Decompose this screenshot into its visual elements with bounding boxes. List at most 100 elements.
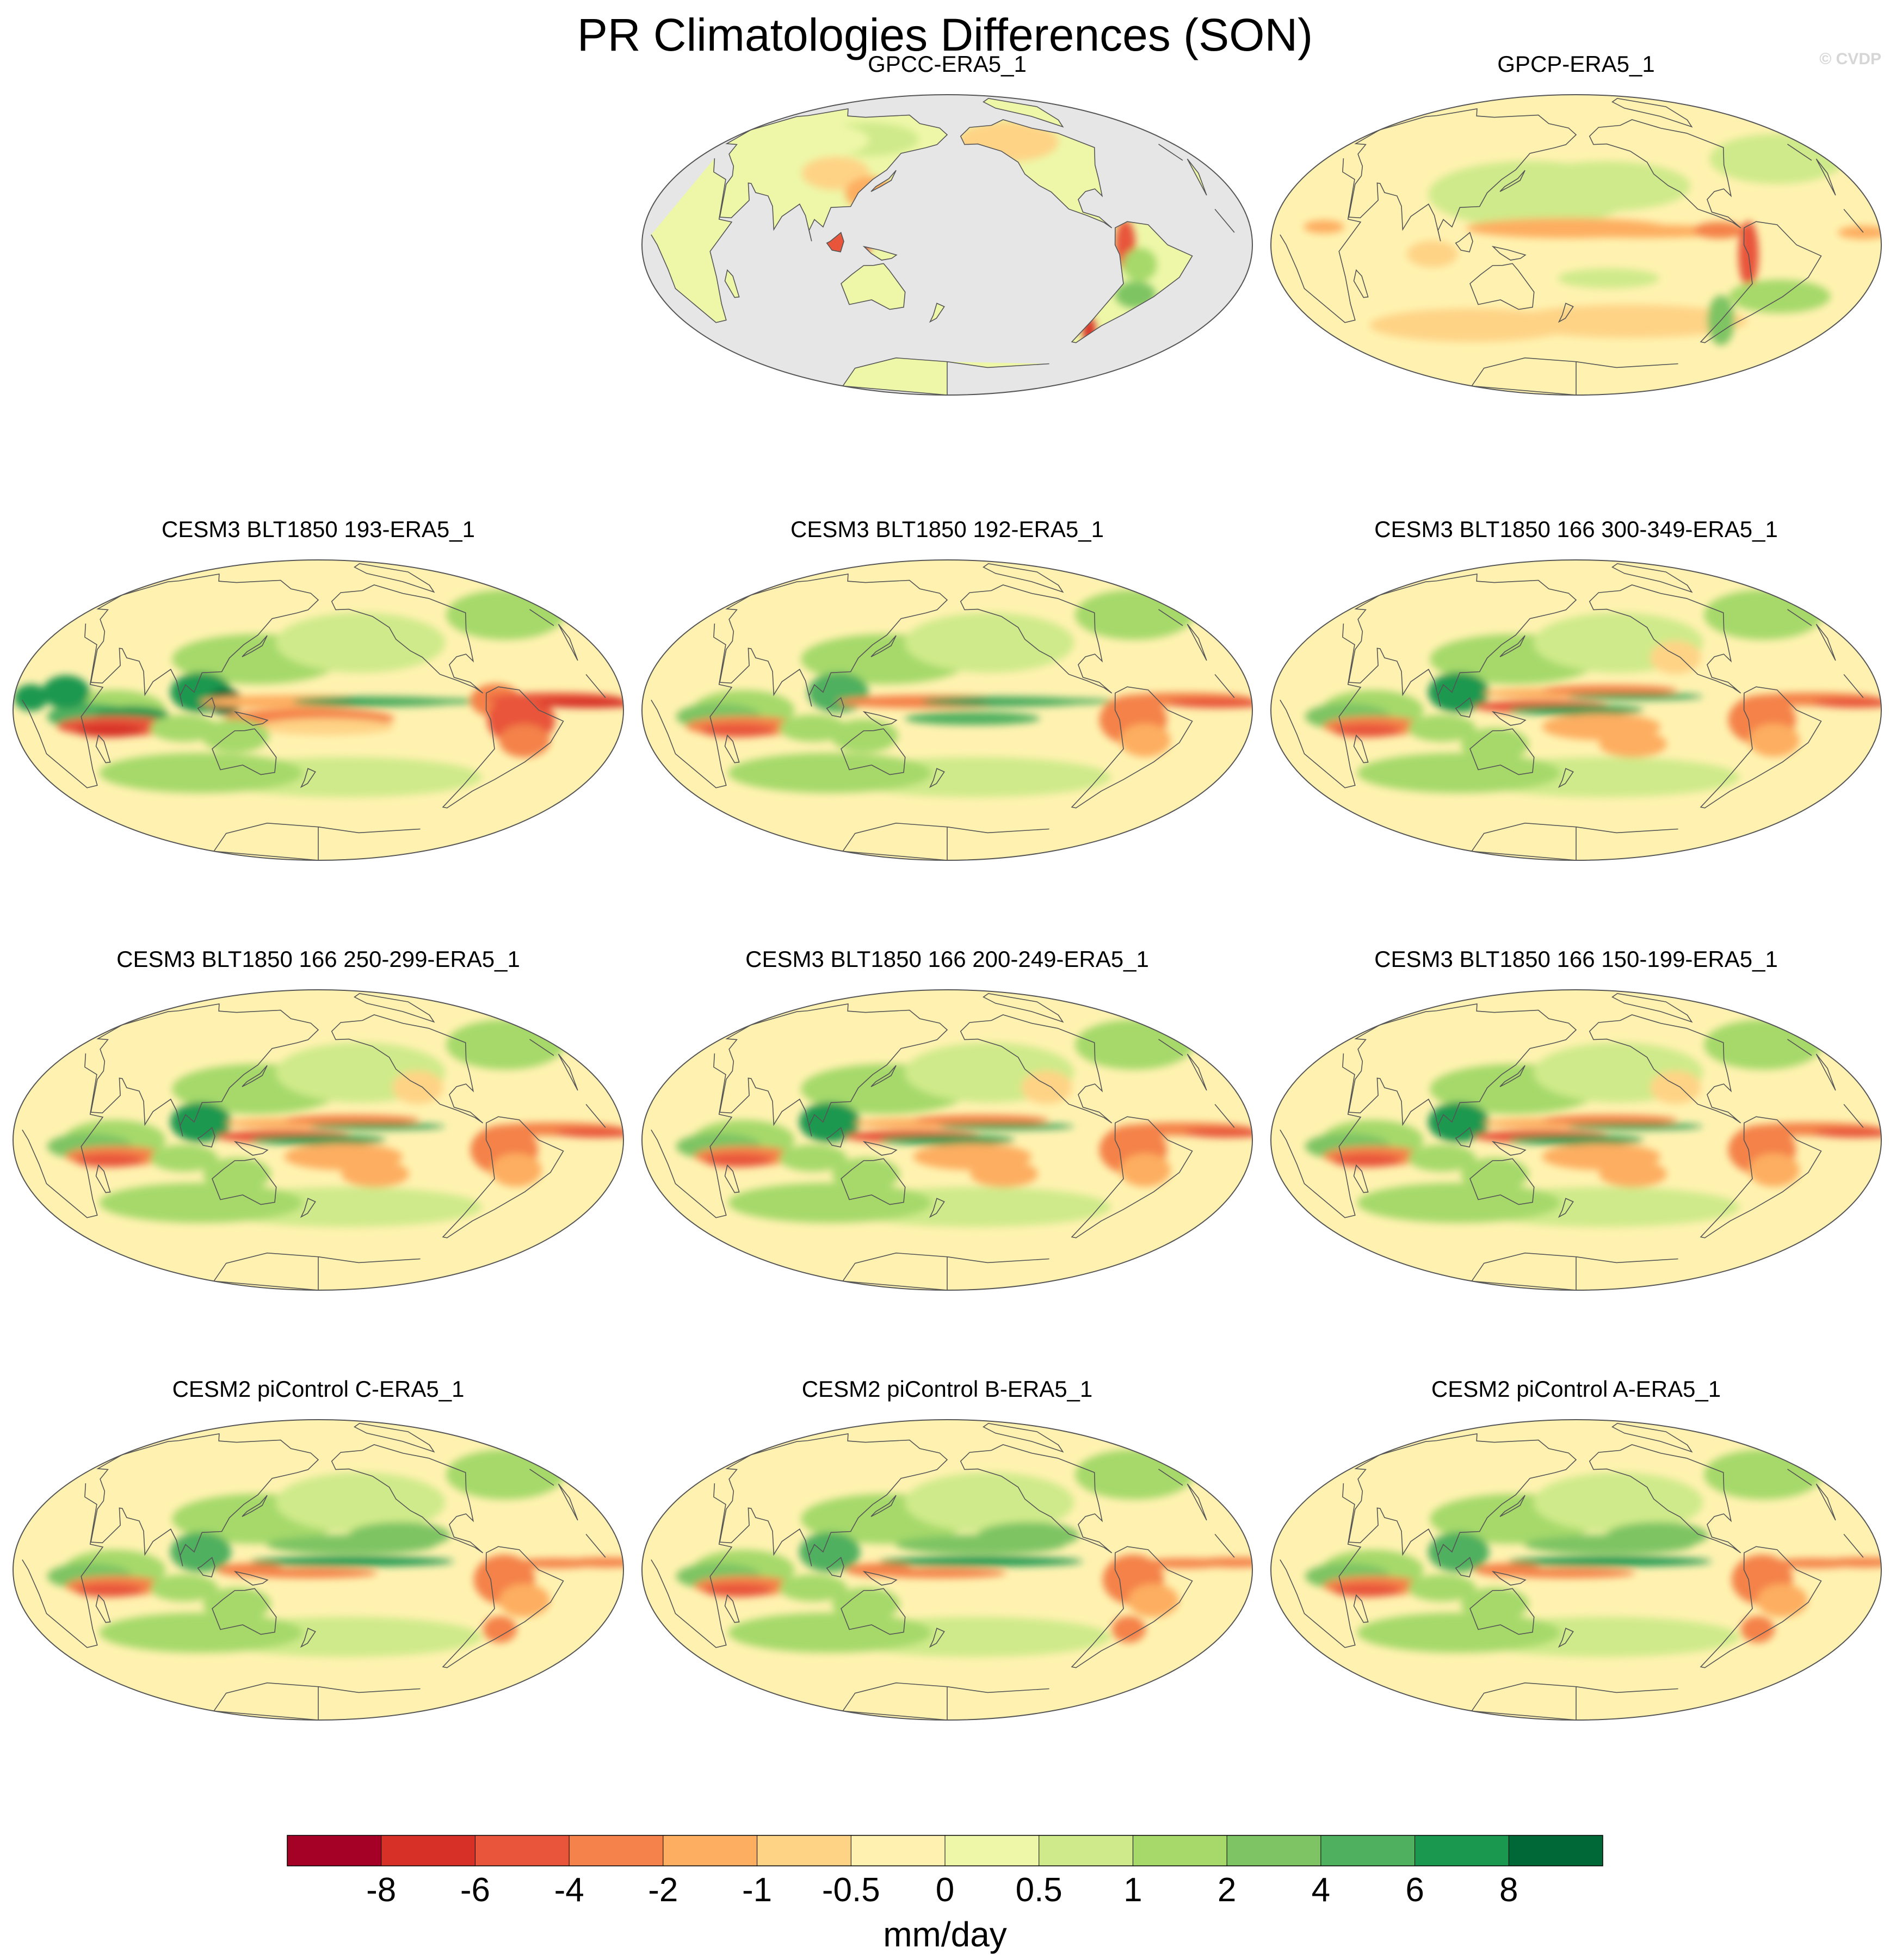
anomaly-region [1408,1574,1476,1601]
colorbar-tick-label: 1 [1123,1871,1142,1909]
map-panel [641,1419,1253,1721]
anomaly-region [1499,1568,1636,1579]
anomaly-region [1728,280,1831,313]
colorbar-tick-label: 8 [1499,1871,1518,1909]
map-border [13,989,624,1291]
anomaly-region [904,1472,1074,1533]
anomaly-region [499,1583,550,1617]
anomaly-region [1428,1532,1490,1573]
anomaly-region [564,1557,623,1568]
colorbar-swatch [757,1835,851,1866]
anomaly-region [491,1153,542,1187]
anomaly-region [904,612,1074,673]
anomaly-region [1120,1153,1171,1187]
anomaly-region [1075,589,1194,640]
anomaly-region [1332,1583,1401,1597]
colorbar-swatch [475,1835,570,1866]
anomaly-region [150,714,218,742]
colorbar-swatch [945,1835,1040,1866]
panel-title: GPCP-ERA5_1 [1497,51,1655,77]
anomaly-region [1813,698,1881,708]
colorbar-swatch [1320,1835,1416,1866]
anomaly-region [75,1583,143,1597]
coastline [651,563,1235,860]
anomaly-region [170,1532,232,1573]
anomaly-region [1709,133,1845,184]
anomaly-region [42,675,90,709]
anomaly-region [1508,705,1644,716]
colorbar-tick-label: 0 [935,1871,955,1909]
anomaly-region [1123,248,1157,282]
coastline [1280,97,1864,395]
map-border [1270,989,1882,1291]
colorbar-swatch [287,1835,382,1866]
map-border [641,559,1253,861]
anomaly-region [1541,1114,1678,1125]
anomaly-region [779,1574,847,1601]
map-panel [1270,94,1882,396]
colorbar-swatch [569,1835,664,1866]
panel-title: CESM3 BLT1850 192-ERA5_1 [790,516,1104,542]
anomaly-region [392,1070,443,1104]
coastline [22,563,606,860]
anomaly-region [1599,1160,1667,1187]
anomaly-region [1075,1449,1194,1500]
colorbar-swatch [1039,1835,1133,1866]
anomaly-region [1749,1153,1800,1187]
anomaly-region [99,753,303,793]
colorbar-units: mm/day [883,1915,1007,1954]
anomaly-region [250,1135,386,1145]
coastline [22,993,606,1290]
anomaly-region [799,1102,861,1143]
anomaly-region [1461,1157,1529,1191]
map-border [1270,94,1882,396]
anomaly-region [1332,724,1401,737]
anomaly-region [977,1522,1079,1549]
anomaly-region [1559,224,1728,238]
anomaly-region [203,1587,271,1621]
coastline [651,1422,1235,1720]
anomaly-region [1428,672,1490,713]
anomaly-region [446,1449,565,1500]
anomaly-region [1606,1522,1708,1549]
anomaly-region [1599,730,1667,757]
anomaly-region [99,1182,303,1223]
anomaly-region [779,714,847,742]
map-panel [1270,989,1882,1291]
anomaly-region [1357,1182,1561,1223]
anomaly-region [1428,1102,1490,1143]
anomaly-region [1461,728,1529,761]
anomaly-region [341,1160,409,1187]
anomaly-region [1508,1556,1712,1567]
anomaly-region [201,719,270,753]
anomaly-region [1757,1583,1808,1617]
anomaly-region [807,672,869,713]
colorbar-tick-label: -6 [460,1871,490,1909]
anomaly-region [938,1123,1074,1130]
colorbar-tick-label: 0.5 [1015,1871,1063,1909]
colorbar-swatch [1133,1835,1227,1866]
anomaly-region [1558,268,1660,289]
anomaly-region [970,1160,1038,1187]
panel-title: CESM3 BLT1850 166 200-249-ERA5_1 [745,946,1149,972]
anomaly-region [1357,1612,1561,1653]
anomaly-region [779,1144,847,1172]
anomaly-region [1510,304,1748,338]
anomaly-region [1521,161,1691,212]
map-panel [641,94,1253,396]
anomaly-region [870,1568,1007,1579]
anomaly-region [728,753,932,793]
anomaly-region [250,1556,454,1567]
anomaly-region [1813,1127,1881,1138]
anomaly-region [1408,1144,1476,1172]
anomaly-region [258,718,395,736]
anomaly-region [203,1157,271,1191]
anomaly-region [150,1574,218,1601]
anomaly-region [1694,221,1745,239]
anomaly-region [912,1114,1049,1125]
anomaly-region [1128,1583,1179,1617]
anomaly-region [1704,589,1823,640]
anomaly-region [1304,220,1344,234]
anomaly-region [1650,640,1701,674]
anomaly-region [499,724,550,757]
